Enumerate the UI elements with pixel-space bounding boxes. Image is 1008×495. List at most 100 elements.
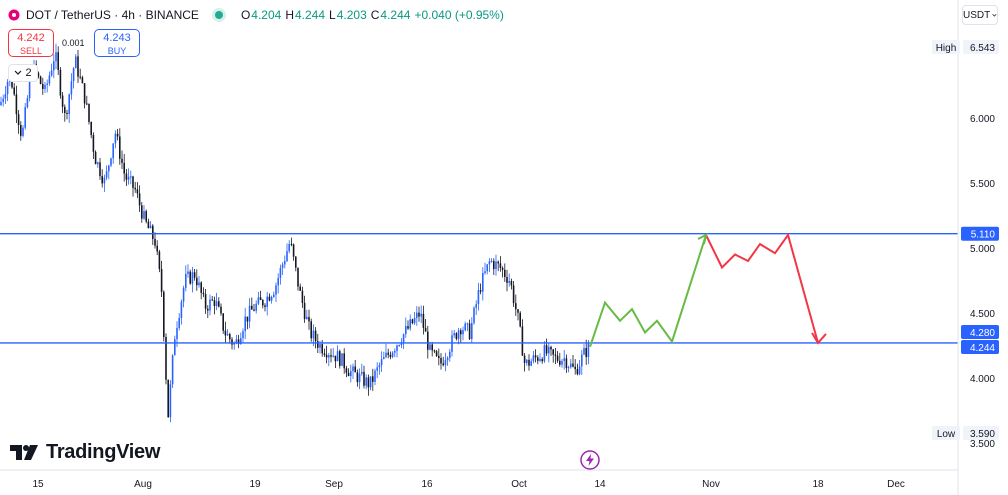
open-value: 4.204 xyxy=(251,8,282,22)
projection-down-path[interactable] xyxy=(705,232,819,344)
candle xyxy=(189,269,191,285)
symbol-title[interactable]: DOT / TetherUS · 4h · BINANCE xyxy=(26,8,199,22)
candle xyxy=(75,54,77,69)
candle xyxy=(350,364,352,383)
candle xyxy=(50,63,53,77)
candle xyxy=(341,353,343,367)
candle xyxy=(174,335,176,356)
close-value: 4.244 xyxy=(380,8,411,22)
close-label: C xyxy=(370,8,380,22)
x-tick-label: 18 xyxy=(812,479,824,490)
sell-button[interactable]: 4.242 SELL xyxy=(8,29,54,57)
candle xyxy=(24,102,26,130)
sell-price: 4.242 xyxy=(17,32,45,44)
market-status-icon xyxy=(214,11,223,19)
candle xyxy=(444,352,447,372)
candle xyxy=(64,104,66,122)
candle xyxy=(449,348,451,362)
indicators-toggle-button[interactable]: 2 xyxy=(8,64,38,82)
buy-button[interactable]: 4.243 BUY xyxy=(94,29,140,57)
candle xyxy=(407,320,409,330)
candle xyxy=(295,256,297,272)
candle xyxy=(253,303,255,312)
candle xyxy=(490,258,493,263)
candle xyxy=(438,348,440,366)
candle xyxy=(79,68,81,80)
candle xyxy=(361,363,363,376)
candle xyxy=(171,354,174,388)
spread-value: 0.001 xyxy=(62,38,85,48)
candle xyxy=(396,344,398,358)
candle xyxy=(583,344,585,356)
candle xyxy=(132,175,134,197)
candle xyxy=(112,143,114,164)
candle xyxy=(308,309,310,330)
candle xyxy=(374,368,376,386)
candle xyxy=(66,109,68,120)
candle xyxy=(72,67,75,89)
candle xyxy=(211,295,213,301)
candle xyxy=(160,260,163,297)
candle xyxy=(363,365,365,389)
candle xyxy=(88,103,90,125)
svg-text:4.244: 4.244 xyxy=(970,343,995,354)
candle xyxy=(550,345,552,356)
candle xyxy=(464,321,466,332)
candle xyxy=(486,264,488,275)
candle xyxy=(119,128,121,165)
candle xyxy=(539,353,541,363)
candle xyxy=(468,319,471,341)
candle xyxy=(565,354,568,373)
candle xyxy=(277,273,279,294)
candle xyxy=(55,43,57,70)
currency-select[interactable]: USDT xyxy=(962,5,998,25)
candle xyxy=(354,360,356,373)
candle xyxy=(77,50,79,83)
candle xyxy=(86,95,88,106)
candle xyxy=(339,349,341,369)
candle xyxy=(264,303,266,312)
candle xyxy=(488,258,491,273)
low-label: L xyxy=(329,8,336,22)
candle xyxy=(281,262,284,276)
candle xyxy=(495,254,497,276)
candle xyxy=(418,306,420,322)
candle xyxy=(424,318,427,332)
candle xyxy=(48,71,51,86)
candle xyxy=(237,334,240,349)
candle xyxy=(200,281,202,300)
candle xyxy=(576,363,579,376)
candle xyxy=(145,209,147,224)
lightning-icon[interactable] xyxy=(580,450,600,470)
candle xyxy=(387,348,389,359)
candle xyxy=(431,341,433,357)
candle xyxy=(389,351,392,360)
svg-text:3.590: 3.590 xyxy=(970,429,995,440)
projection-up-path[interactable] xyxy=(589,234,707,348)
candle xyxy=(383,351,385,360)
tradingview-logo[interactable]: TradingView xyxy=(10,441,160,463)
x-tick-label: 14 xyxy=(594,479,606,490)
candle xyxy=(61,91,64,114)
candle xyxy=(59,66,62,99)
candle xyxy=(20,121,22,141)
y-tick-label: 4.000 xyxy=(970,374,995,385)
low-value: 4.203 xyxy=(336,8,367,22)
candle xyxy=(196,269,198,291)
candle xyxy=(484,262,486,275)
candle xyxy=(53,54,55,79)
candle xyxy=(202,287,205,298)
candle xyxy=(391,351,394,359)
candle xyxy=(306,309,308,320)
candle xyxy=(213,296,216,315)
candle xyxy=(70,73,73,100)
candle xyxy=(68,93,70,124)
candle xyxy=(152,224,154,245)
candle xyxy=(352,363,354,380)
candle xyxy=(242,328,244,343)
change-value: +0.040 (+0.95%) xyxy=(414,8,504,22)
symbol-header: DOT / TetherUS · 4h · BINANCE O 4.204 H … xyxy=(8,6,504,24)
candle xyxy=(422,305,425,335)
y-tick-label: 5.000 xyxy=(970,244,995,255)
